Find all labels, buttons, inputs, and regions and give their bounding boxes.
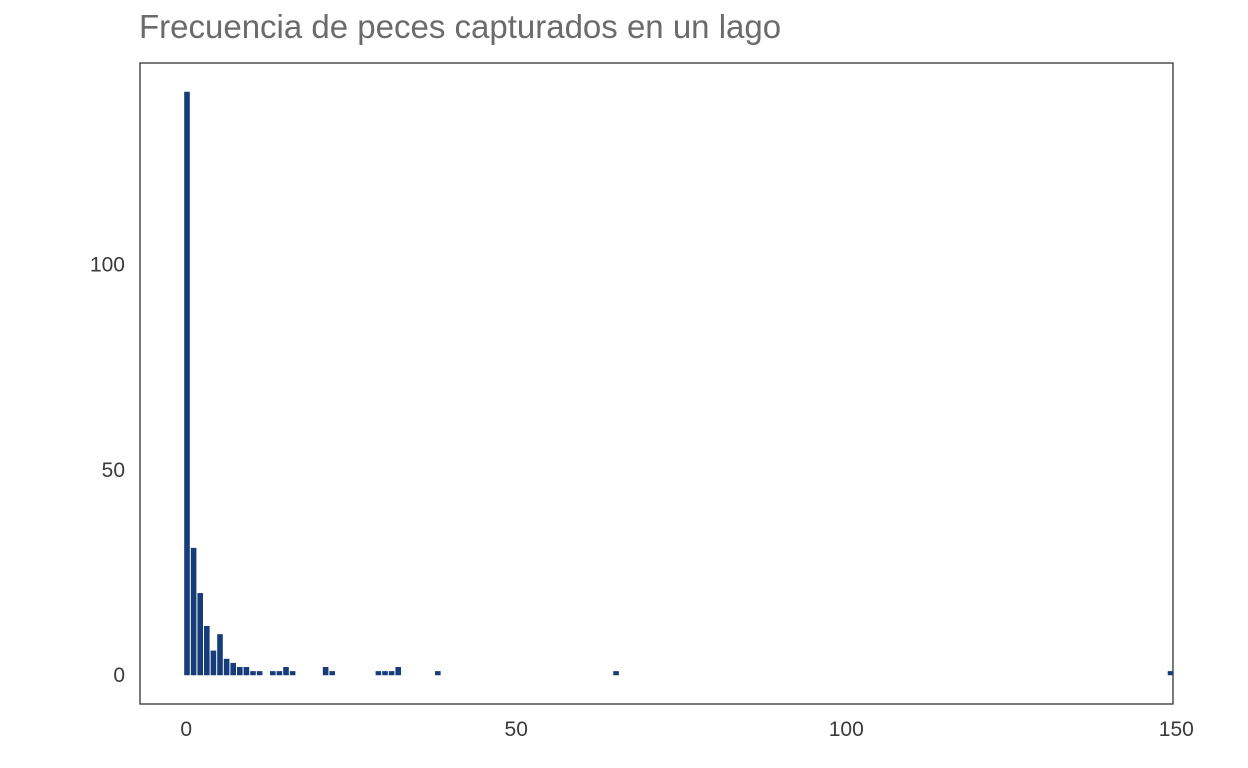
x-tick-label: 50 [505,718,528,741]
histogram-bar [322,667,329,676]
plot-frame [139,62,1174,705]
histogram-bar [243,667,250,676]
x-tick-label: 0 [180,718,192,741]
histogram-bar [204,625,210,676]
x-axis-ticks: 0 50 100 150 [180,718,1193,741]
y-axis-ticks: 0 50 100 [90,253,125,687]
histogram-bar [283,667,289,676]
histogram-bar [217,634,223,676]
histogram-bar [375,671,382,676]
histogram-bar [395,667,402,676]
y-tick-label: 50 [102,459,125,482]
y-tick-label: 0 [113,664,125,687]
histogram-bar [613,671,619,676]
histogram-bar [210,650,217,676]
histogram-bar [230,662,237,676]
histogram-bar [435,671,441,676]
histogram-bar [289,671,296,676]
histogram-bar [276,671,283,676]
chart-title: Frecuencia de peces capturados en un lag… [139,8,782,45]
histogram-bar [1167,671,1174,676]
histogram-bar [270,671,276,676]
histogram-bar [250,671,256,676]
histogram-bar [197,593,204,676]
x-tick-label: 150 [1159,718,1194,741]
histogram-bar [329,671,336,676]
histogram-bar [190,547,197,676]
bars-group [184,91,1174,676]
histogram-bar [237,667,243,676]
histogram-bar [388,671,395,676]
histogram-bar [223,658,230,676]
histogram-bar [184,91,190,676]
histogram-bar [382,671,388,676]
x-tick-label: 100 [829,718,864,741]
histogram-bar [256,671,263,676]
y-tick-label: 100 [90,253,125,276]
